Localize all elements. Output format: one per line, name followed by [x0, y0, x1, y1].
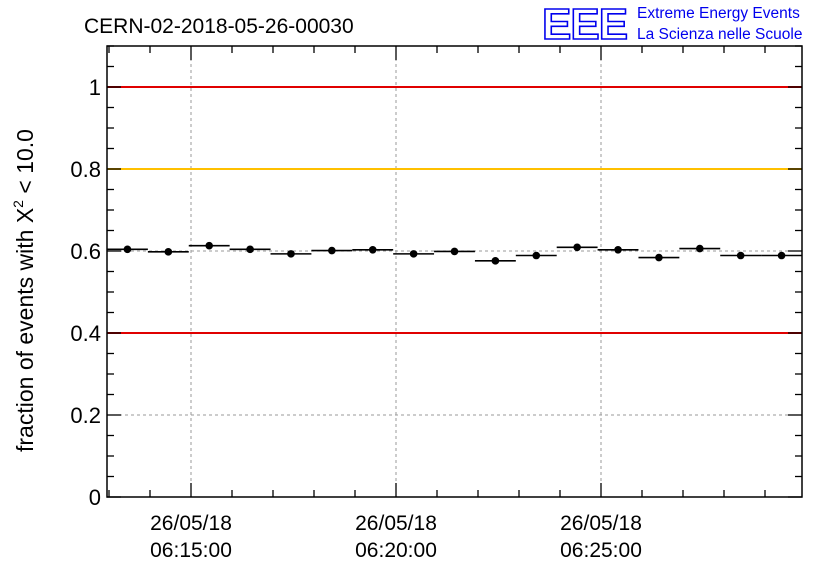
data-point	[368, 245, 377, 254]
y-axis-title-superscript: 2	[10, 200, 26, 208]
y-tick-labels: 0 0.2 0.4 0.6 0.8 1	[70, 75, 101, 510]
chart-title: CERN-02-2018-05-26-00030	[84, 15, 354, 38]
plot-frame	[106, 45, 803, 498]
x-tick-label-date: 26/05/18	[150, 512, 232, 535]
y-tick-label: 0.2	[70, 403, 101, 428]
eee-logo: EEE Extreme Energy Events La Scienza nel…	[541, 0, 802, 50]
data-point	[123, 245, 132, 254]
y-axis-title-prefix: fraction of events with	[12, 223, 38, 452]
data-point	[328, 246, 336, 255]
y-tick-label: 0	[89, 485, 101, 510]
x-tick-label-date: 26/05/18	[560, 512, 642, 535]
x-tick-label-time: 06:15:00	[150, 539, 232, 562]
x-tick-label-time: 06:25:00	[560, 539, 642, 562]
data-point	[450, 247, 459, 256]
y-tick-label: 0.4	[70, 321, 101, 346]
y-tick-label: 1	[89, 75, 101, 100]
x-tick-label-time: 06:20:00	[355, 539, 437, 562]
data-series	[107, 241, 802, 265]
data-point	[655, 253, 663, 262]
data-point	[164, 248, 173, 256]
x-tick-label-date: 26/05/18	[355, 512, 437, 535]
axis-ticks	[107, 45, 802, 498]
x-tick-labels: 26/05/18 06:15:00 26/05/18 06:20:00 26/05/18…	[150, 512, 642, 562]
logo-line-1: Extreme Energy Events	[637, 5, 800, 22]
data-point	[491, 257, 500, 265]
data-point	[246, 245, 254, 254]
data-point	[287, 250, 295, 258]
reference-lines	[107, 86, 802, 334]
y-axis-title: fraction of events with X2 < 10.0	[10, 129, 38, 452]
y-tick-label: 0.8	[70, 157, 101, 182]
grid	[107, 46, 802, 497]
data-point	[573, 243, 581, 252]
logo-line-2: La Scienza nelle Scuole	[637, 26, 802, 43]
data-point	[695, 244, 704, 253]
y-axis-title-suffix: < 10.0	[12, 129, 38, 200]
y-axis-title-symbol: X	[12, 208, 38, 223]
logo-mark: EEE	[542, 0, 627, 49]
data-point	[614, 245, 622, 254]
data-point	[409, 250, 418, 258]
y-tick-label: 0.6	[70, 239, 101, 264]
data-point	[777, 251, 786, 260]
data-point	[205, 241, 214, 250]
data-point	[736, 251, 745, 260]
data-point	[532, 251, 541, 260]
